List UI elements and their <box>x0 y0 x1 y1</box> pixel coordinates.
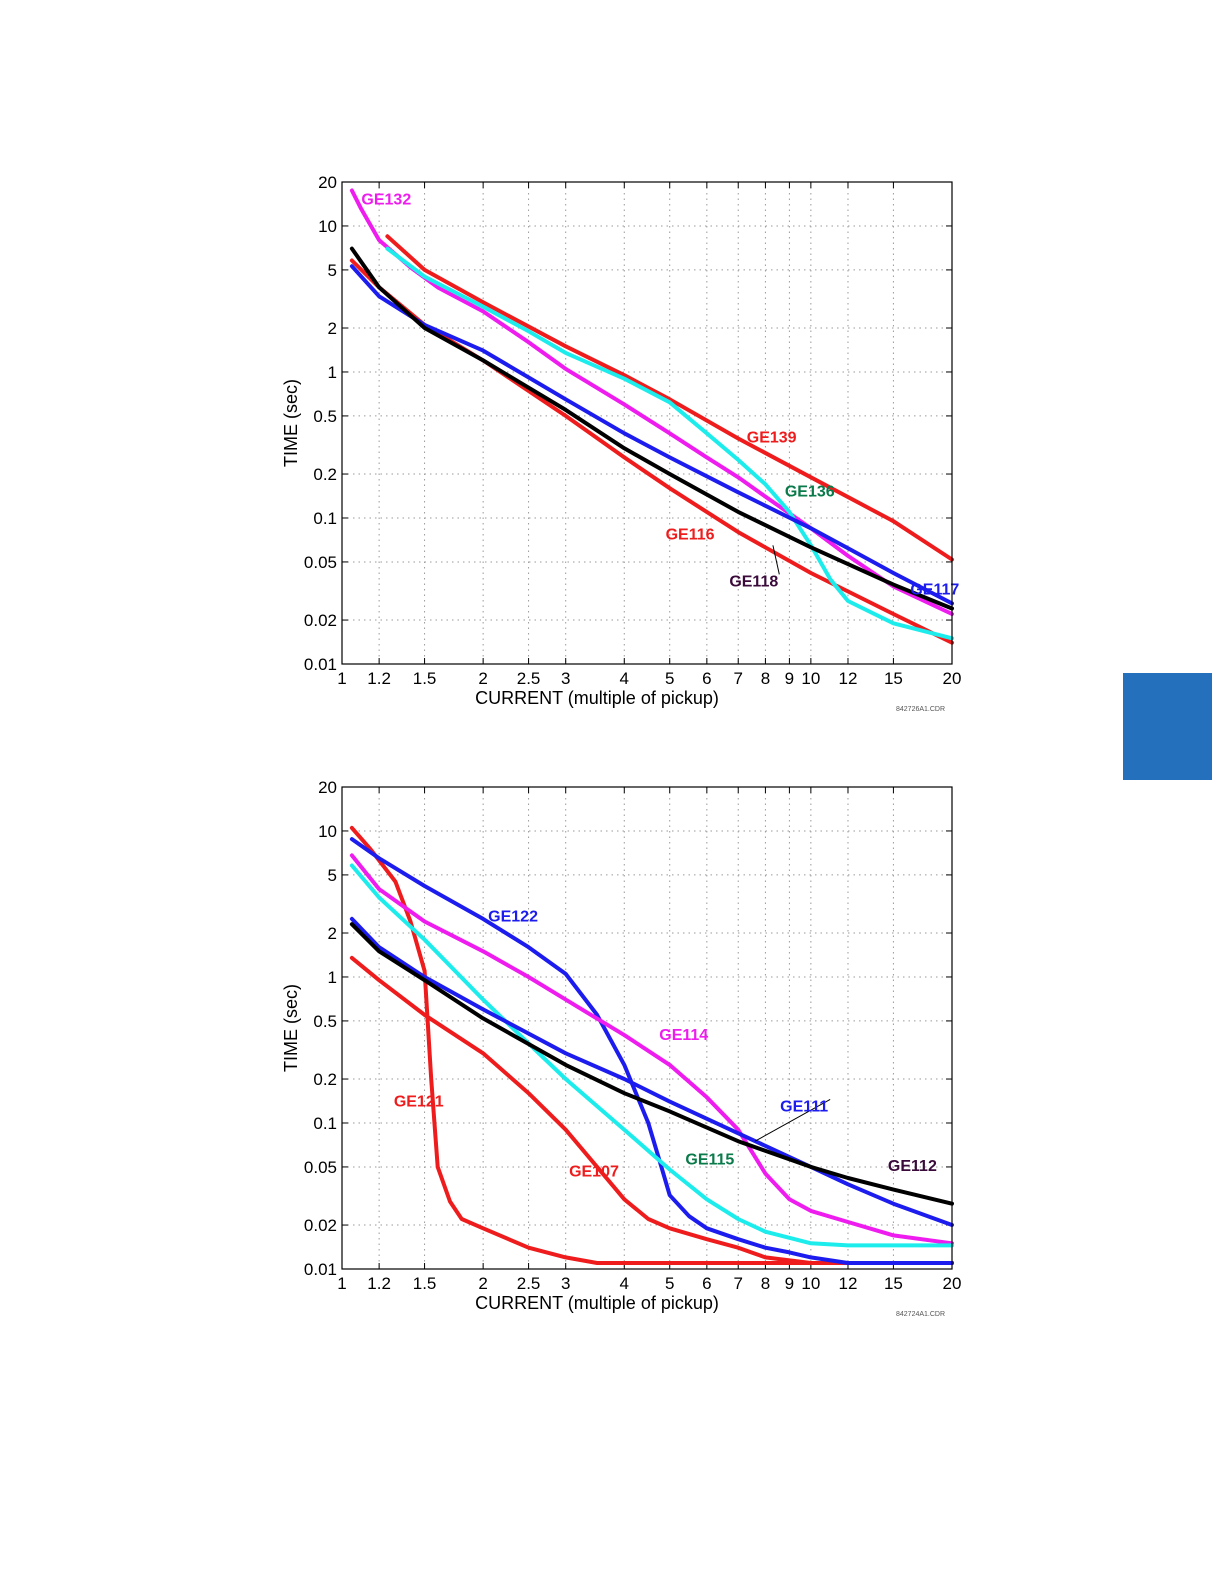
chart1-series-ge136 <box>385 246 954 641</box>
chart1-figure-code: 842726A1.CDR <box>896 706 945 713</box>
chart2-xtick-label: 15 <box>884 1274 903 1293</box>
chart1-ytick-label: 1 <box>328 363 337 382</box>
chart1-xtick-label: 2 <box>478 669 487 688</box>
chart2-label-ge111: GE111 <box>780 1098 828 1115</box>
chart1-label-ge118: GE118 <box>729 573 778 590</box>
chart2-xtick-label: 5 <box>665 1274 674 1293</box>
chart1-label-ge136: GE136 <box>785 484 835 501</box>
chart2-ytick-label: 0.5 <box>313 1012 337 1031</box>
chart2-ytick-label: 0.01 <box>304 1260 337 1279</box>
chart2-label-ge107: GE107 <box>569 1164 619 1181</box>
chart2-xtick-label: 1.2 <box>367 1274 391 1293</box>
chart1-xtick-label: 20 <box>943 669 962 688</box>
chart2-series-ge122 <box>349 837 954 1265</box>
chart2-xtick-label: 9 <box>785 1274 794 1293</box>
chart1-series-ge139 <box>385 234 954 562</box>
chart1-xtick-label: 8 <box>761 669 770 688</box>
chart2-xtick-label: 6 <box>702 1274 711 1293</box>
chart2-xtick-label: 20 <box>943 1274 962 1293</box>
chart1-label-ge132: GE132 <box>361 192 411 209</box>
chart2-ytick-label: 0.02 <box>304 1216 337 1235</box>
chart1-series-ge132 <box>349 188 954 616</box>
chart2-xtick-label: 7 <box>733 1274 742 1293</box>
chart1-label-ge139: GE139 <box>747 429 797 446</box>
chart2-ytick-label: 1 <box>328 968 337 987</box>
chart1-xtick-label: 1.5 <box>413 669 437 688</box>
chart1-ytick-label: 0.02 <box>304 611 337 630</box>
chart1-leader-ge118 <box>772 545 780 575</box>
chart2-ytick-label: 0.1 <box>313 1114 337 1133</box>
chart1-ytick-label: 0.05 <box>304 553 337 572</box>
chart2-label-ge114: GE114 <box>659 1027 708 1044</box>
chart2-series-ge112 <box>349 922 954 1206</box>
side-tab <box>1123 673 1212 780</box>
chart1-xtick-label: 6 <box>702 669 711 688</box>
chart-bottom: 1 1.2 1.5 2 2.5 3 4 5 6 7 8 9 10 12 15 20 0.01 0.02 0.05 0.… <box>0 705 1224 1325</box>
chart1-ytick-label: 10 <box>318 217 337 236</box>
chart1-ytick-label: 0.1 <box>313 509 337 528</box>
chart2-ytick-label: 10 <box>318 822 337 841</box>
chart2-xtick-label: 4 <box>620 1274 629 1293</box>
chart2-xtick-label: 10 <box>801 1274 820 1293</box>
chart2-ytick-label: 0.2 <box>313 1070 337 1089</box>
chart2-xtick-label: 12 <box>839 1274 858 1293</box>
chart1-series-ge118 <box>349 246 954 611</box>
chart2-xtick-label: 2 <box>478 1274 487 1293</box>
chart2-ytick-label: 0.05 <box>304 1158 337 1177</box>
chart1-frame <box>341 181 953 665</box>
chart1-xtick-label: 4 <box>620 669 629 688</box>
chart1-xtick-label: 10 <box>801 669 820 688</box>
chart1-label-ge116: GE116 <box>666 527 715 544</box>
chart1-ytick-label: 5 <box>328 261 337 280</box>
chart2-ytick-label: 20 <box>318 778 337 797</box>
chart2-series-ge107 <box>349 955 954 1265</box>
chart2-ytick-label: 5 <box>328 866 337 885</box>
chart2-leader-ge111 <box>754 1098 831 1142</box>
chart1-xtick-label: 15 <box>884 669 903 688</box>
chart-top-svg: 1 1.2 1.5 2 2.5 3 4 5 6 7 8 9 10 12 15 200.010.020.050.… <box>281 173 962 713</box>
chart2-ylabel: TIME (sec) <box>281 984 301 1072</box>
chart2-label-ge115: GE115 <box>685 1151 734 1168</box>
chart1-xtick-label: 12 <box>839 669 858 688</box>
chart2-figure-code: 842724A1.CDR <box>896 1311 945 1318</box>
chart1-xlabel: CURRENT (multiple of pickup) <box>475 688 719 708</box>
chart1-ylabel: TIME (sec) <box>281 379 301 467</box>
chart2-grid <box>341 786 953 1270</box>
chart1-ytick-label: 2 <box>328 319 337 338</box>
chart2-xtick-label: 1.5 <box>413 1274 437 1293</box>
chart1-series-ge117 <box>349 264 954 606</box>
chart1-xtick-label: 1 <box>337 669 346 688</box>
chart1-label-ge117: GE117 <box>910 581 959 598</box>
chart2-xtick-label: 3 <box>561 1274 570 1293</box>
chart1-xtick-label: 7 <box>733 669 742 688</box>
chart2-ytick-label: 2 <box>328 924 337 943</box>
chart2-label-ge122: GE122 <box>488 908 538 925</box>
chart1-ytick-label: 20 <box>318 173 337 192</box>
chart1-xtick-label: 3 <box>561 669 570 688</box>
chart1-xtick-label: 2.5 <box>517 669 541 688</box>
chart2-xtick-label: 8 <box>761 1274 770 1293</box>
chart1-xtick-label: 9 <box>785 669 794 688</box>
chart1-ytick-label: 0.01 <box>304 655 337 674</box>
chart2-xtick-label: 2.5 <box>517 1274 541 1293</box>
chart1-ytick-label: 0.5 <box>313 407 337 426</box>
chart2-series-ge121 <box>349 825 954 1265</box>
chart1-series-ge116 <box>349 258 954 645</box>
chart2-series-ge115 <box>349 863 954 1248</box>
chart1-grid <box>341 181 953 665</box>
chart-top: 1 1.2 1.5 2 2.5 3 4 5 6 7 8 9 10 12 15 20 0.01 0.02 0.05 0.… <box>0 100 1224 720</box>
chart1-xtick-label: 5 <box>665 669 674 688</box>
chart2-label-ge112: GE112 <box>888 1158 937 1175</box>
chart2-label-ge121: GE121 <box>394 1093 444 1110</box>
chart-bottom-svg: 1 1.2 1.5 2 2.5 3 4 5 6 7 8 9 10 12 15 200.010.020.050.… <box>281 778 962 1318</box>
chart1-xtick-label: 1.2 <box>367 669 391 688</box>
chart1-ytick-label: 0.2 <box>313 465 337 484</box>
chart2-frame <box>341 786 953 1270</box>
chart2-series-ge114 <box>349 853 954 1246</box>
chart2-xlabel: CURRENT (multiple of pickup) <box>475 1293 719 1313</box>
chart2-series-ge111 <box>349 916 954 1227</box>
chart2-xtick-label: 1 <box>337 1274 346 1293</box>
